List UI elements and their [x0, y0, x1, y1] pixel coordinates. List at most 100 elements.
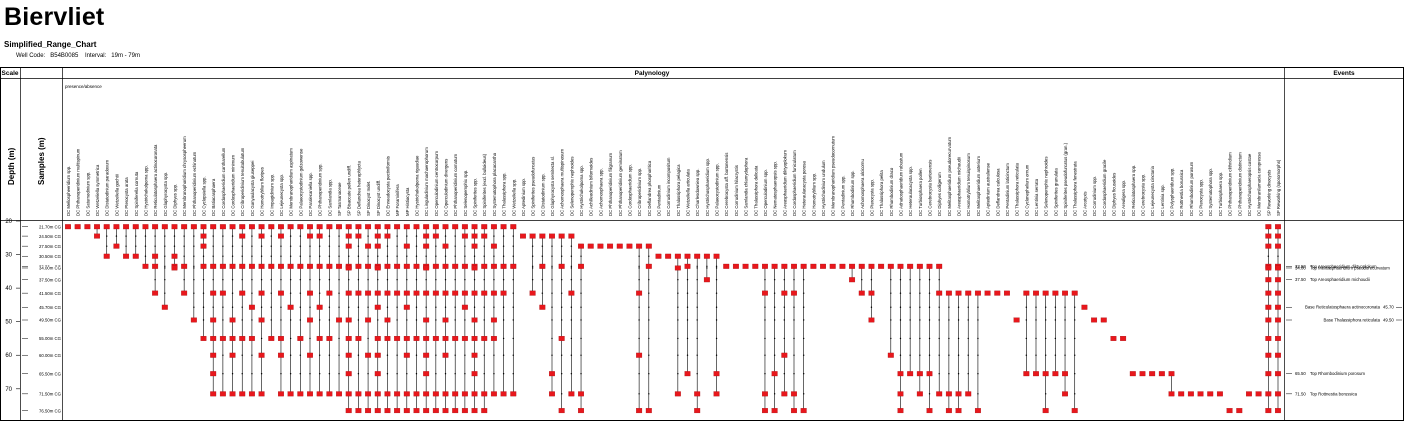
- sample-label: 37.50m CG: [39, 277, 62, 282]
- absence-dot: [251, 245, 253, 247]
- taxon-label: DC Polysphaeridium spp.: [1170, 168, 1175, 216]
- absence-dot: [231, 245, 234, 247]
- occurrence-mark: [442, 263, 449, 269]
- absence-dot: [222, 279, 224, 281]
- occurrence-mark: [955, 408, 962, 414]
- occurrence-mark: [742, 263, 749, 269]
- absence-dot: [1054, 306, 1057, 308]
- absence-dot: [367, 372, 369, 375]
- absence-dot: [1054, 337, 1057, 340]
- occurrence-mark: [771, 408, 778, 414]
- occurrence-mark: [723, 263, 730, 269]
- occurrence-mark: [916, 391, 923, 397]
- occurrence-mark: [965, 290, 972, 296]
- event-label: Base Thalassiphora reticulata: [1323, 318, 1380, 323]
- absence-dot: [386, 279, 389, 281]
- absence-dot: [677, 337, 679, 340]
- occurrence-mark: [307, 290, 313, 296]
- absence-dot: [638, 393, 640, 395]
- absence-dot: [357, 319, 360, 321]
- absence-dot: [764, 354, 766, 356]
- taxon-label: DC Impagidinium spp.: [269, 174, 274, 216]
- absence-dot: [715, 319, 718, 321]
- absence-dot: [377, 255, 379, 257]
- absence-dot: [444, 235, 447, 237]
- taxon-label: SP Bisaccate pollen undiff.: [347, 165, 352, 216]
- occurrence-mark: [1110, 336, 1117, 341]
- absence-dot: [483, 245, 485, 247]
- occurrence-mark: [578, 263, 584, 269]
- occurrence-mark: [239, 233, 246, 239]
- absence-dot: [570, 265, 573, 268]
- occurrence-mark: [287, 263, 294, 269]
- absence-dot: [318, 255, 321, 257]
- absence-dot: [648, 306, 650, 308]
- occurrence-mark: [868, 290, 875, 296]
- occurrence-mark: [616, 243, 623, 249]
- occurrence-mark: [94, 224, 100, 230]
- absence-dot: [773, 393, 776, 395]
- occurrence-mark: [713, 391, 720, 397]
- sample-label-bg: [28, 391, 62, 397]
- occurrence-mark: [384, 391, 391, 397]
- absence-dot: [260, 372, 263, 375]
- occurrence-mark: [539, 304, 546, 310]
- absence-dot: [135, 245, 137, 247]
- occurrence-mark: [694, 391, 701, 397]
- occurrence-mark: [452, 263, 459, 269]
- absence-dot: [638, 306, 640, 308]
- occurrence-mark: [442, 290, 449, 296]
- interval-value: 19m - 79m: [111, 53, 140, 59]
- occurrence-mark: [945, 290, 952, 296]
- occurrence-mark: [568, 290, 575, 296]
- occurrence-mark: [384, 233, 391, 239]
- absence-dot: [1064, 319, 1066, 321]
- occurrence-mark: [529, 233, 536, 239]
- absence-dot: [289, 245, 292, 247]
- occurrence-mark: [684, 253, 691, 259]
- occurrence-mark: [490, 224, 497, 230]
- absence-dot: [202, 306, 205, 308]
- absence-dot: [648, 354, 650, 356]
- event-depth: 49.50: [1383, 318, 1394, 323]
- occurrence-mark: [781, 352, 788, 358]
- absence-dot: [164, 265, 166, 268]
- absence-dot: [202, 292, 205, 294]
- occurrence-mark: [510, 391, 517, 397]
- occurrence-mark: [674, 253, 681, 259]
- occurrence-mark: [1062, 371, 1068, 377]
- absence-dot: [580, 337, 582, 340]
- absence-dot: [977, 354, 979, 356]
- events-header: Events: [1333, 70, 1355, 77]
- taxon-label: DC Heteraulacacysta porosa: [802, 160, 807, 216]
- occurrence-mark: [384, 336, 391, 341]
- absence-dot: [957, 337, 960, 340]
- absence-dot: [435, 255, 437, 257]
- occurrence-mark: [500, 391, 507, 397]
- occurrence-mark: [849, 263, 856, 269]
- occurrence-mark: [471, 371, 478, 377]
- absence-dot: [193, 265, 195, 268]
- absence-dot: [396, 372, 398, 375]
- taxon-label: DC Paralecaniella spp.: [308, 172, 313, 216]
- occurrence-mark: [94, 233, 100, 239]
- absence-dot: [309, 279, 311, 281]
- occurrence-mark: [500, 224, 507, 230]
- occurrence-mark: [936, 290, 943, 296]
- absence-dot: [377, 319, 379, 321]
- absence-dot: [338, 255, 340, 257]
- absence-dot: [251, 354, 253, 356]
- absence-dot: [357, 354, 360, 356]
- absence-dot: [193, 255, 195, 257]
- occurrence-mark: [452, 408, 459, 414]
- taxon-label: DC Hystrichosphaeridium spp.: [705, 158, 710, 216]
- occurrence-mark: [239, 391, 246, 397]
- event-label: Top Areosphaeridium diktyoplokum: [1310, 264, 1377, 269]
- occurrence-mark: [248, 304, 255, 310]
- occurrence-mark: [1265, 336, 1272, 341]
- occurrence-mark: [355, 263, 362, 269]
- absence-dot: [938, 319, 940, 321]
- occurrence-mark: [897, 371, 904, 377]
- absence-dot: [454, 279, 456, 281]
- occurrence-mark: [142, 224, 149, 230]
